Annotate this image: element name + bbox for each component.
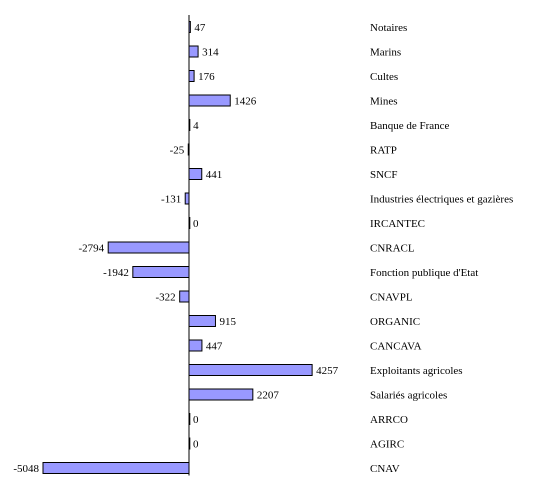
bar [188,94,231,107]
category-labels-group: Notaires Marins Cultes Mines Banque de Franc… [370,22,513,475]
value-label: -5048 [13,463,39,475]
value-label: -322 [156,292,176,304]
category-label: Banque de France [370,120,450,132]
bar [188,315,216,327]
value-label: -1942 [103,267,129,279]
value-label: 915 [219,316,236,328]
category-label: Fonction publique d'Etat [370,267,478,279]
value-label: 2207 [257,390,280,402]
value-label: 4 [193,120,199,132]
value-label: -131 [161,194,181,206]
category-label: Notaires [370,22,407,34]
category-label: Marins [370,47,401,59]
bar [132,266,190,278]
value-label: 314 [202,47,219,59]
bar [42,462,190,474]
value-label: 0 [193,439,199,451]
category-label: Exploitants agricoles [370,365,463,377]
bar [188,339,203,352]
value-label: 4257 [316,365,339,377]
value-label: 47 [194,22,206,34]
bar [188,388,254,401]
bar [188,70,195,82]
category-label: Salariés agricoles [370,390,447,402]
value-label: 0 [193,218,199,230]
category-label: ORGANIC [370,316,420,328]
category-label: CNAVPL [370,292,413,304]
value-label: 0 [193,414,199,426]
value-label: -2794 [79,243,105,255]
bar [179,290,190,303]
value-label: 441 [206,169,223,181]
value-label: 176 [198,71,215,83]
category-label: AGIRC [370,439,404,451]
value-label: -25 [170,145,185,157]
category-label: SNCF [370,169,398,181]
value-label: 447 [206,341,223,353]
bar [188,168,203,180]
bar [188,45,199,58]
bar [107,241,190,254]
category-label: Industries électriques et gazières [370,194,513,206]
value-labels-group: 47 314 176 1426 4 -25 441 -131 0 -2794 -1942 -322 91… [13,22,338,475]
bar [188,364,313,376]
category-label: Mines [370,96,398,108]
category-label: ARRCO [370,414,408,426]
category-label: CANCAVA [370,341,422,353]
value-label: 1426 [234,96,257,108]
bars-group [42,21,313,474]
category-label: RATP [370,145,397,157]
category-label: IRCANTEC [370,218,425,230]
bar [184,192,190,205]
category-label: Cultes [370,71,398,83]
category-label: CNAV [370,463,400,475]
category-label: CNRACL [370,243,415,255]
